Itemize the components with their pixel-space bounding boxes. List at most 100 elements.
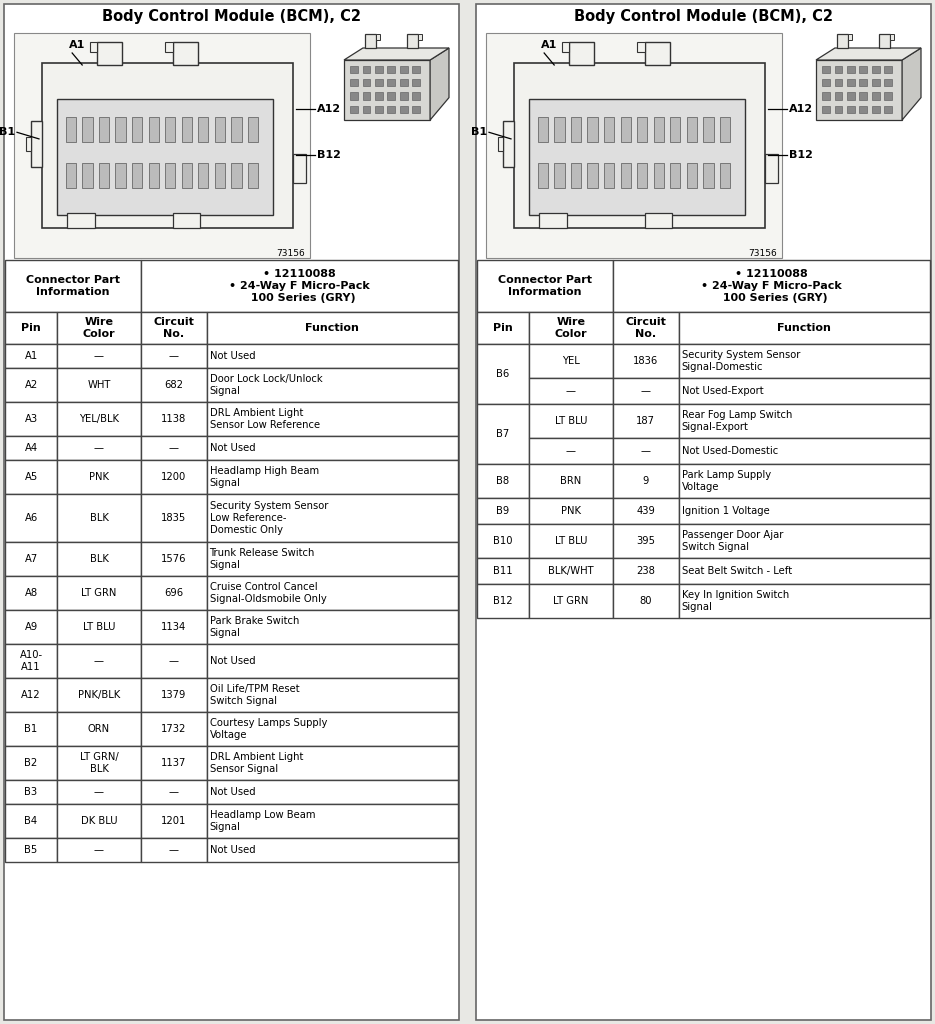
Text: • 12110088
• 24-Way F Micro-Pack
  100 Series (GRY): • 12110088 • 24-Way F Micro-Pack 100 Ser… xyxy=(701,269,842,303)
Bar xyxy=(835,92,842,99)
Bar xyxy=(5,344,57,368)
Bar xyxy=(294,154,306,183)
Bar xyxy=(637,42,644,52)
Text: A1: A1 xyxy=(69,40,85,50)
Text: B8: B8 xyxy=(496,476,510,486)
Bar xyxy=(400,79,408,86)
Bar xyxy=(538,163,548,188)
Text: B4: B4 xyxy=(24,816,37,826)
Text: 696: 696 xyxy=(165,588,183,598)
Bar xyxy=(5,542,57,575)
Bar xyxy=(207,344,458,368)
Bar xyxy=(5,494,57,542)
Bar xyxy=(687,117,698,142)
Text: —: — xyxy=(640,386,651,396)
Bar xyxy=(687,163,698,188)
Text: PNK/BLK: PNK/BLK xyxy=(78,690,120,700)
Text: A8: A8 xyxy=(24,588,37,598)
Bar xyxy=(477,464,529,498)
Bar xyxy=(529,344,613,378)
Bar xyxy=(165,117,176,142)
Bar xyxy=(363,92,370,99)
Bar xyxy=(5,436,57,460)
Bar xyxy=(207,712,458,746)
Bar xyxy=(5,838,57,862)
Text: 238: 238 xyxy=(637,566,655,575)
Bar xyxy=(97,42,122,65)
Bar xyxy=(57,804,141,838)
Text: WHT: WHT xyxy=(87,380,110,390)
Bar xyxy=(165,42,173,52)
Text: B2: B2 xyxy=(24,758,37,768)
Text: A6: A6 xyxy=(24,513,37,523)
Text: 9: 9 xyxy=(642,476,649,486)
Bar xyxy=(879,34,889,48)
Bar xyxy=(621,163,631,188)
Bar xyxy=(514,63,765,228)
Bar xyxy=(141,368,207,402)
Bar xyxy=(57,494,141,542)
Bar xyxy=(5,575,57,610)
Bar xyxy=(529,584,613,618)
Text: —: — xyxy=(168,787,179,797)
Bar xyxy=(412,105,420,113)
Text: Ignition 1 Voltage: Ignition 1 Voltage xyxy=(682,506,770,516)
Text: Rear Fog Lamp Switch
Signal-Export: Rear Fog Lamp Switch Signal-Export xyxy=(682,411,792,432)
Bar xyxy=(837,34,847,48)
Bar xyxy=(835,79,842,86)
Bar xyxy=(207,780,458,804)
Text: —: — xyxy=(94,787,104,797)
Bar xyxy=(5,678,57,712)
Text: BLK: BLK xyxy=(90,554,108,564)
Bar xyxy=(670,117,681,142)
Bar xyxy=(644,213,672,228)
Bar xyxy=(57,542,141,575)
Bar xyxy=(637,163,647,188)
Text: 187: 187 xyxy=(636,416,655,426)
Text: 1835: 1835 xyxy=(161,513,186,523)
Bar xyxy=(538,117,548,142)
Text: —: — xyxy=(168,351,179,361)
Bar xyxy=(132,163,142,188)
Bar xyxy=(141,644,207,678)
Bar xyxy=(14,33,310,258)
Bar xyxy=(207,575,458,610)
Bar xyxy=(207,838,458,862)
Text: 80: 80 xyxy=(640,596,652,606)
Bar xyxy=(835,105,842,113)
Bar xyxy=(387,79,396,86)
Bar xyxy=(644,42,669,65)
Bar xyxy=(141,610,207,644)
Bar xyxy=(529,438,613,464)
Bar xyxy=(26,137,31,151)
Bar xyxy=(621,117,631,142)
Bar xyxy=(679,404,930,438)
Bar xyxy=(57,368,141,402)
Bar xyxy=(613,558,679,584)
Bar xyxy=(207,610,458,644)
Bar xyxy=(889,34,894,40)
Bar xyxy=(42,63,294,228)
Text: Cruise Control Cancel
Signal-Oldsmobile Only: Cruise Control Cancel Signal-Oldsmobile … xyxy=(209,583,326,604)
Text: —: — xyxy=(94,443,104,453)
Bar xyxy=(613,260,930,312)
Bar xyxy=(57,678,141,712)
Bar xyxy=(215,163,225,188)
Bar xyxy=(99,117,109,142)
Bar xyxy=(872,92,880,99)
Bar xyxy=(554,117,565,142)
Text: A12: A12 xyxy=(317,104,341,115)
Bar xyxy=(363,66,370,73)
Bar xyxy=(885,66,892,73)
Bar xyxy=(141,838,207,862)
Bar xyxy=(141,494,207,542)
Text: 1576: 1576 xyxy=(161,554,186,564)
Text: PNK: PNK xyxy=(89,472,109,482)
Bar xyxy=(885,79,892,86)
Bar xyxy=(198,117,209,142)
Bar xyxy=(5,804,57,838)
Bar xyxy=(477,498,529,524)
Bar xyxy=(604,163,614,188)
Text: —: — xyxy=(94,351,104,361)
Bar xyxy=(486,33,783,258)
